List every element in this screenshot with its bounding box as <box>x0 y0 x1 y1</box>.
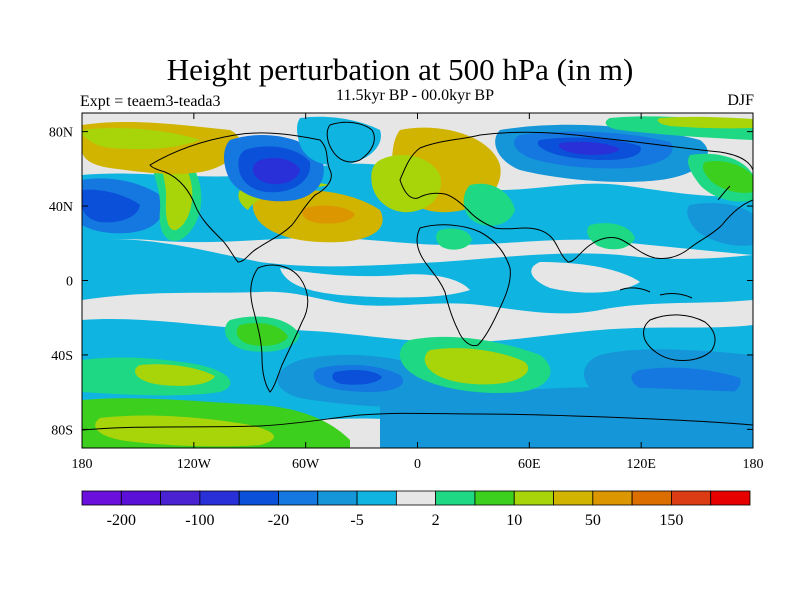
equatorial-green-2 <box>436 228 472 250</box>
southern-dark-blue-core <box>332 369 382 385</box>
colorbar-box <box>199 490 240 506</box>
colorbar-box <box>395 490 437 506</box>
y-tick-label: 80N <box>49 126 73 141</box>
colorbar-box <box>631 490 672 506</box>
y-tick-label: 80S <box>51 423 73 438</box>
arctic-yellow-green-west <box>82 120 200 150</box>
colorbar-box <box>474 490 515 506</box>
north-atlantic-orange-core <box>302 205 355 224</box>
x-tick-label: 180 <box>72 457 93 472</box>
south-america-outline <box>250 264 309 393</box>
x-tick-label: 60W <box>292 457 320 472</box>
colorbar-box <box>317 490 358 506</box>
africa-outline <box>416 224 511 347</box>
colorbar-box <box>238 490 279 506</box>
map-subtitle: 11.5kyr BP - 00.0kyr BP <box>336 87 494 104</box>
japan-outline <box>717 185 731 201</box>
colorbar-box <box>513 490 554 506</box>
greenland-outline <box>326 121 375 163</box>
colorbar-box <box>278 490 319 506</box>
south-atlantic-yellow-green <box>424 348 529 385</box>
y-tick-label: 0 <box>66 275 73 290</box>
indonesia-outline <box>619 287 693 299</box>
colorbar-label: 2 <box>432 512 440 529</box>
colorbar-box <box>710 490 751 506</box>
tropical-gap-2 <box>531 262 640 293</box>
canada-deep-blue-core <box>252 158 300 185</box>
colorbar-box <box>671 490 712 506</box>
europe-green-fringe <box>463 183 515 226</box>
north-america-outline <box>149 132 332 263</box>
colorbar-box <box>553 490 594 506</box>
x-tick-label: 120E <box>626 457 656 472</box>
colorbar-label: -20 <box>268 512 289 529</box>
siberia-deep-blue-core <box>559 141 620 155</box>
australia-outline <box>643 314 716 361</box>
colorbar-label: -5 <box>350 512 363 529</box>
x-tick-label: 120W <box>177 457 212 472</box>
eurasia-outline <box>399 131 753 263</box>
colorbar-label: -100 <box>185 512 214 529</box>
colorbar-box <box>592 490 633 506</box>
y-tick-label: 40N <box>49 200 73 215</box>
west-pacific-blue-lobe <box>687 203 753 246</box>
experiment-label: Expt = teaem3-teada3 <box>80 93 221 110</box>
x-tick-label: 60E <box>518 457 541 472</box>
equatorial-green-1 <box>587 223 635 250</box>
colorbar-box <box>435 490 476 506</box>
greenland-light-blue <box>297 116 381 166</box>
colorbar-box <box>120 490 161 506</box>
colorbar-label: 10 <box>506 512 522 529</box>
colorbar-label: 50 <box>585 512 601 529</box>
antarctic-blue-band <box>380 387 753 448</box>
tropical-gap-1 <box>280 268 470 298</box>
y-axis: 80N 40N 0 40S 80S <box>49 126 753 438</box>
x-tick-label: 180 <box>743 457 764 472</box>
season-label: DJF <box>727 92 754 109</box>
coastlines <box>82 121 753 431</box>
contour-field <box>82 113 753 448</box>
y-tick-label: 40S <box>51 349 73 364</box>
colorbar-box <box>356 490 397 506</box>
antarctic-yellow-green <box>95 415 274 447</box>
x-tick-label: 0 <box>414 457 421 472</box>
antarctica-outline <box>82 412 753 431</box>
east-asia-bright-green <box>702 160 753 193</box>
south-pacific-yellow-green <box>135 364 215 386</box>
x-axis: 180 120W 60W 0 60E 120E 180 <box>72 113 764 472</box>
colorbar: -200 -100 -20 -5 2 10 50 150 <box>81 490 751 529</box>
colorbar-box <box>81 490 122 506</box>
colorbar-label: 150 <box>659 512 683 529</box>
colorbar-label: -200 <box>107 512 136 529</box>
north-pacific-dark-blue-core <box>82 189 140 223</box>
page-title: Height perturbation at 500 hPa (in m) <box>166 52 634 87</box>
europe-yellow-green <box>371 155 441 213</box>
colorbar-box <box>160 490 201 506</box>
arctic-east-yellow-green <box>657 116 753 129</box>
south-america-bright-green <box>236 323 288 346</box>
